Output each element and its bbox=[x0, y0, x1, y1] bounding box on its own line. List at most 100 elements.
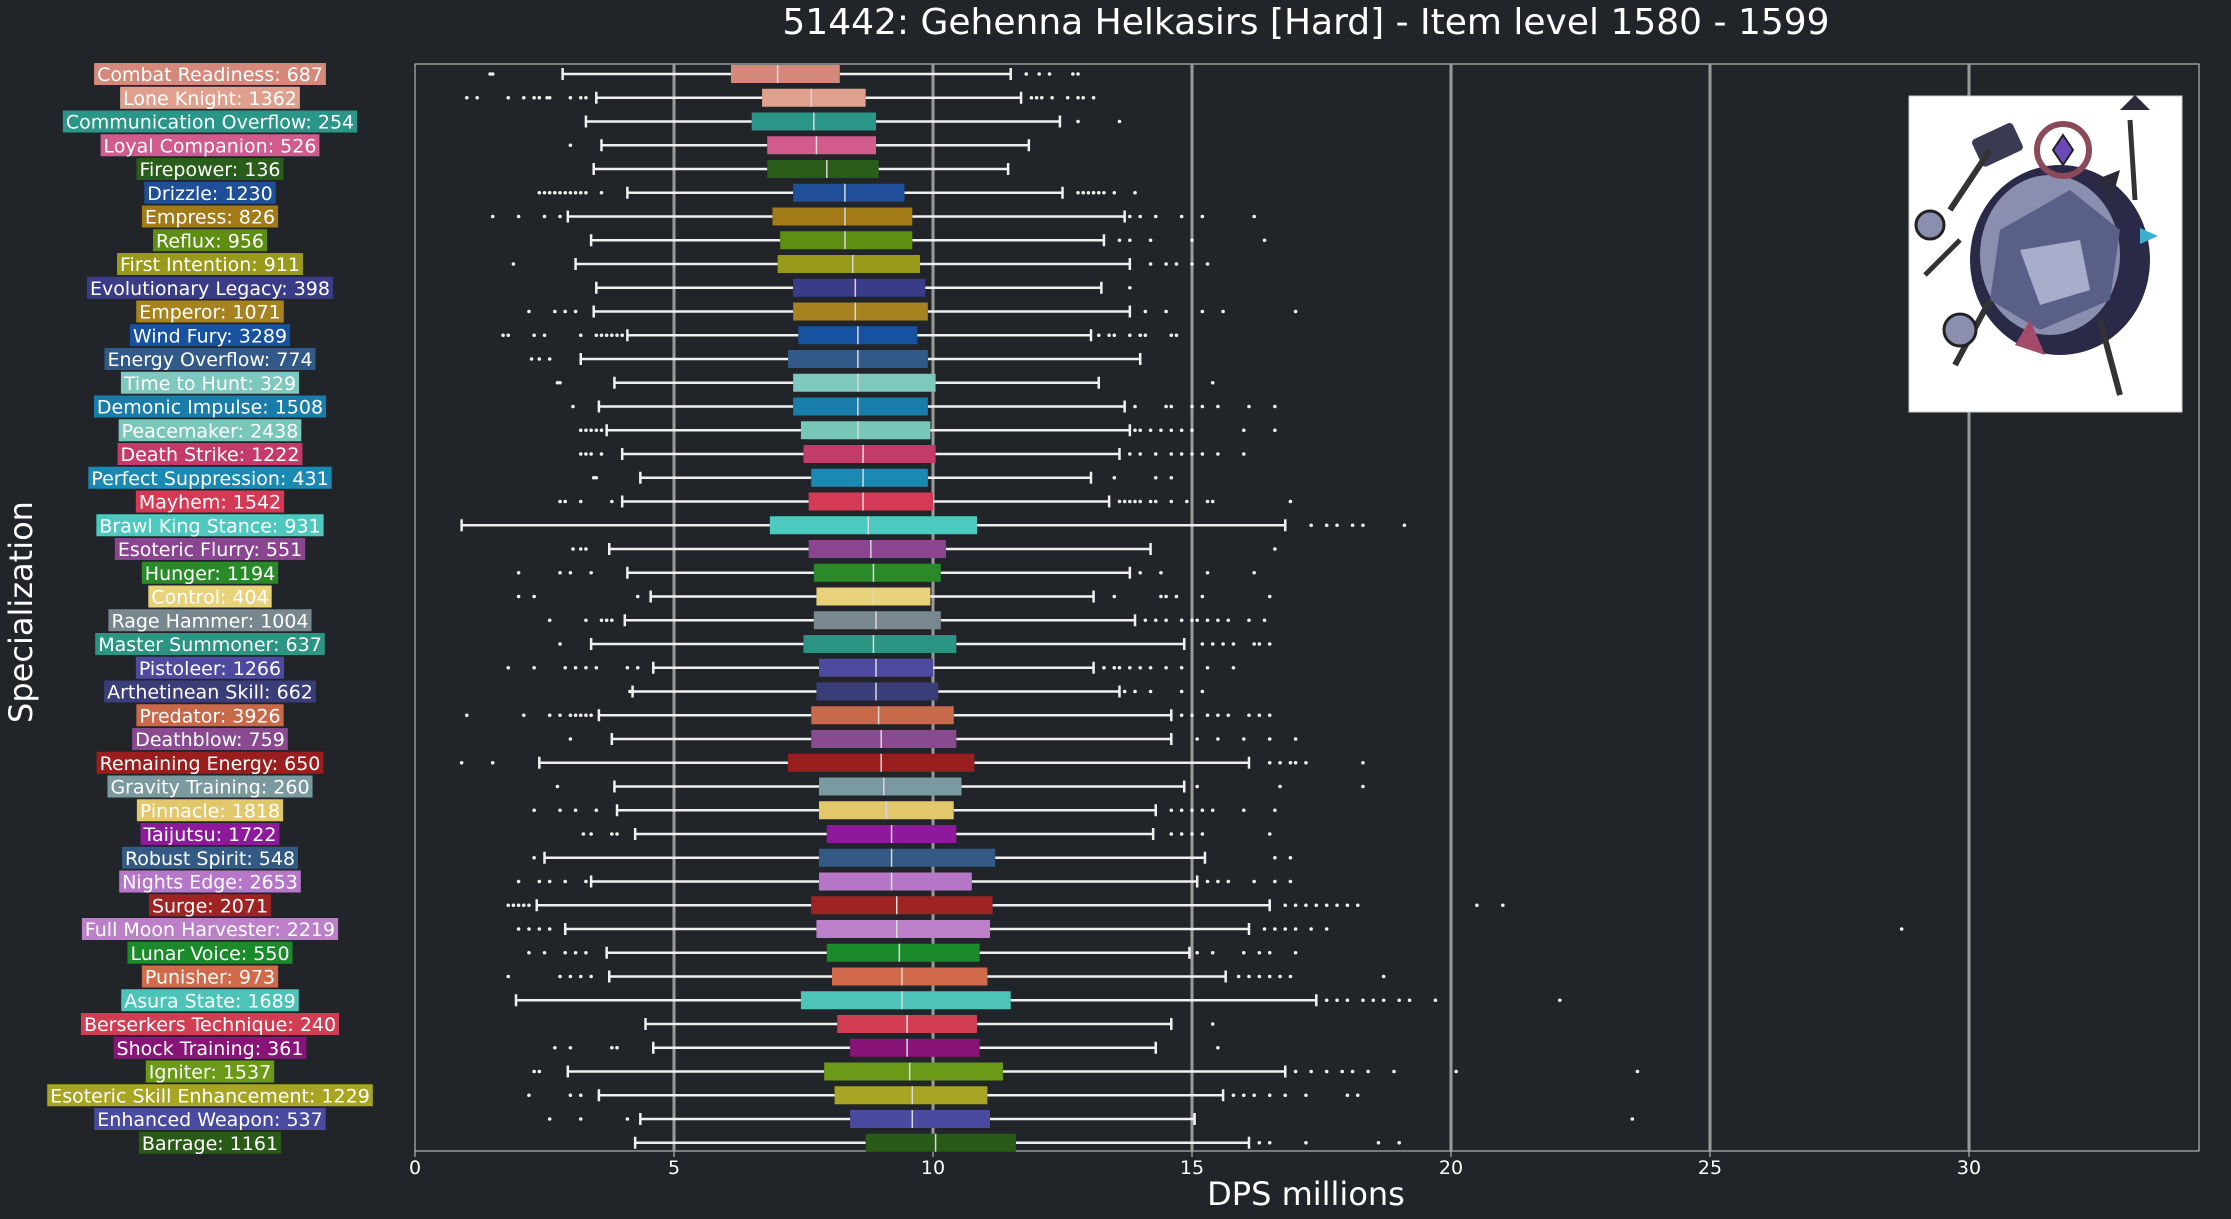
outlier-point bbox=[511, 903, 516, 908]
category-label-bg bbox=[47, 1084, 373, 1107]
outlier-point bbox=[1153, 452, 1158, 456]
x-tick-label: 15 bbox=[1180, 1157, 1204, 1179]
category-label-bg bbox=[136, 799, 284, 822]
category-label: Igniter: 1537 bbox=[149, 1062, 271, 1084]
outlier-point bbox=[1267, 594, 1272, 599]
box-plot bbox=[644, 1015, 1215, 1033]
category-label: Asura State: 1689 bbox=[124, 990, 296, 1012]
category-label: Hunger: 1194 bbox=[145, 563, 275, 585]
outlier-point bbox=[1164, 594, 1168, 599]
box-plot bbox=[592, 160, 1010, 178]
outlier-point bbox=[1169, 452, 1174, 456]
outlier-point bbox=[1195, 950, 1199, 955]
outlier-point bbox=[1293, 309, 1298, 314]
category-label-bg bbox=[144, 181, 276, 204]
outlier-point bbox=[1397, 998, 1401, 1003]
category-label: Empress: 826 bbox=[145, 207, 275, 229]
outlier-point bbox=[1257, 642, 1262, 646]
outlier-point bbox=[1128, 214, 1132, 219]
category-label-bg bbox=[136, 300, 284, 323]
outlier-point bbox=[1309, 927, 1313, 931]
outlier-point bbox=[1169, 404, 1174, 409]
box-plot bbox=[514, 991, 1562, 1010]
outlier-point bbox=[1076, 119, 1080, 124]
outlier-point bbox=[1324, 523, 1329, 528]
outlier-point bbox=[1267, 713, 1272, 718]
outlier-point bbox=[1324, 998, 1329, 1003]
outlier-point bbox=[1242, 452, 1246, 456]
outlier-point bbox=[625, 1117, 630, 1121]
outlier-point bbox=[1179, 689, 1184, 694]
x-tick-label: 25 bbox=[1698, 1157, 1722, 1179]
outlier-point bbox=[1309, 1069, 1313, 1074]
box-iqr bbox=[772, 207, 913, 226]
outlier-point bbox=[635, 665, 640, 670]
outlier-point bbox=[501, 333, 505, 338]
category-label-bg bbox=[119, 870, 301, 893]
outlier-point bbox=[1407, 998, 1412, 1003]
box-iqr bbox=[767, 136, 877, 155]
outlier-point bbox=[1257, 1140, 1262, 1145]
outlier-point bbox=[1179, 618, 1184, 623]
outlier-point bbox=[1324, 903, 1329, 908]
outlier-point bbox=[1174, 333, 1179, 338]
box-iqr bbox=[808, 492, 933, 511]
outlier-point bbox=[1133, 428, 1137, 433]
outlier-point bbox=[578, 547, 583, 551]
outlier-point bbox=[578, 333, 583, 338]
outlier-point bbox=[1112, 333, 1117, 338]
box-plot bbox=[506, 658, 1236, 677]
outlier-point bbox=[578, 95, 583, 100]
box-iqr bbox=[826, 943, 980, 962]
outlier-point bbox=[1205, 262, 1210, 266]
category-label-bg bbox=[127, 941, 293, 964]
outlier-point bbox=[1174, 262, 1179, 266]
outlier-point bbox=[527, 903, 531, 908]
outlier-point bbox=[1231, 665, 1236, 670]
outlier-point bbox=[558, 499, 562, 504]
outlier-point bbox=[573, 808, 578, 813]
outlier-point bbox=[1288, 974, 1293, 979]
category-label: Communication Overflow: 254 bbox=[66, 112, 354, 134]
outlier-point bbox=[547, 713, 552, 718]
box-iqr bbox=[811, 468, 928, 487]
outlier-point bbox=[1304, 903, 1308, 908]
outlier-point bbox=[459, 760, 464, 765]
outlier-point bbox=[521, 95, 526, 100]
box-iqr bbox=[793, 278, 926, 297]
outlier-point bbox=[547, 618, 552, 623]
box-iqr bbox=[762, 88, 866, 107]
box-plot bbox=[532, 801, 1277, 820]
box-iqr bbox=[793, 373, 936, 392]
outlier-point bbox=[1454, 1069, 1458, 1074]
category-label-bg bbox=[136, 704, 284, 727]
outlier-point bbox=[1200, 452, 1205, 456]
outlier-point bbox=[1148, 238, 1153, 243]
outlier-point bbox=[532, 855, 536, 860]
box-iqr bbox=[816, 920, 990, 938]
category-label-bg bbox=[117, 253, 303, 275]
outlier-point bbox=[532, 1069, 536, 1074]
outlier-point bbox=[558, 190, 562, 195]
outlier-point bbox=[1164, 309, 1168, 314]
outlier-point bbox=[589, 713, 593, 718]
outlier-point bbox=[594, 428, 599, 433]
outlier-point bbox=[1076, 72, 1080, 76]
x-ticks: 0 5 10 15 20 25 30 bbox=[409, 1151, 1981, 1179]
category-label: Wind Fury: 3289 bbox=[133, 325, 287, 347]
outlier-point bbox=[1081, 190, 1086, 195]
outlier-point bbox=[537, 879, 542, 884]
outlier-point bbox=[1283, 903, 1288, 908]
outlier-point bbox=[1278, 784, 1282, 789]
box-plot bbox=[595, 278, 1132, 297]
outlier-point bbox=[506, 974, 511, 979]
outlier-point bbox=[1179, 214, 1184, 219]
outlier-point bbox=[547, 357, 552, 361]
outlier-point bbox=[1247, 974, 1251, 979]
x-tick-label: 10 bbox=[921, 1157, 945, 1179]
outlier-point bbox=[1381, 974, 1386, 979]
x-tick-label: 5 bbox=[668, 1157, 680, 1179]
outlier-point bbox=[1231, 1093, 1236, 1098]
box-plot bbox=[516, 563, 1256, 582]
category-label: Surge: 2071 bbox=[152, 895, 268, 917]
